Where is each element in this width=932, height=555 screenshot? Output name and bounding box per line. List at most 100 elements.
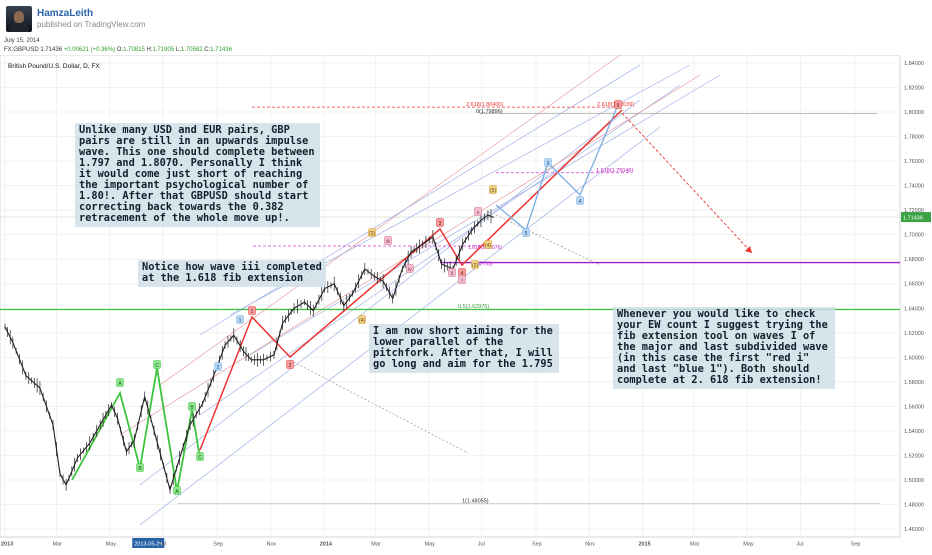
wave-label-box: [436, 218, 444, 227]
wave-label: (4): [359, 318, 365, 324]
fib-label-2618-red: 2.618(1.80400): [466, 102, 503, 108]
close-value: 1.71436: [210, 47, 232, 53]
price-chart[interactable]: 1.84000 1.82000 1.80000 1.78000 1.76000 1.740…: [0, 54, 932, 550]
wave-label-box: [214, 362, 222, 371]
wave-label: 1: [251, 309, 254, 315]
y-tick-label: 1.76000: [904, 159, 924, 165]
wave-label-box: [384, 236, 392, 245]
wave-path-red: [199, 109, 623, 451]
wave-label-box: [116, 378, 124, 387]
y-tick-label: 1.80000: [904, 110, 924, 116]
wave-label: v: [477, 210, 480, 216]
low-value: 1.70582: [180, 47, 203, 53]
last-price: 1.71436: [40, 47, 63, 53]
x-tick-label: May: [425, 542, 436, 548]
wave-label: 2: [289, 363, 292, 369]
wave-label-box: [614, 100, 622, 109]
x-tick-label: Mar: [371, 542, 381, 548]
wave-label: iii: [386, 239, 389, 245]
y-tick-label: 1.72000: [904, 208, 924, 214]
wave-label-box: [196, 452, 204, 461]
wave-label: 2: [217, 365, 220, 371]
wave-label: iv: [408, 267, 412, 273]
pitchfork-line: [199, 84, 681, 416]
annotation-note-wave-iii[interactable]: Notice how wave iii completed at the 1.6…: [138, 260, 326, 287]
annotation-note-short[interactable]: I am now short aiming for the lower para…: [369, 324, 559, 373]
current-price-label: 1.71436: [903, 216, 923, 222]
ohlc-row: FX:GBPUSD 1.71436 +0.00621 (+0.36%) O:1.…: [4, 47, 232, 53]
wave-label-box: [522, 228, 530, 237]
publisher-header: HamzaLeith published on TradingView.com: [0, 0, 932, 36]
wave-label: ii: [451, 271, 453, 277]
avatar[interactable]: [6, 6, 32, 32]
wave-label: (3): [369, 231, 375, 237]
fib-label-1618-magenta: 1.618(1.75046): [596, 168, 633, 174]
wave-label-box: [484, 240, 492, 249]
wave-label-box: [368, 228, 376, 237]
wave-label: A: [118, 381, 122, 387]
wave-label: 5: [617, 103, 620, 109]
wave-label: 1: [239, 318, 242, 324]
wave-label-box: [248, 306, 256, 315]
axis-ticks: 1.84000 1.82000 1.80000 1.78000 1.76000 1.740…: [1, 61, 931, 548]
y-tick-label: 1.84000: [904, 61, 924, 67]
wave-label: C: [155, 363, 159, 369]
x-tick-label: 2015: [638, 542, 650, 548]
open-value: 1.70815: [123, 47, 145, 53]
trend-dotted-line: [495, 214, 601, 266]
y-tick-label: 1.68000: [904, 257, 924, 263]
wave-label: 4: [579, 199, 582, 205]
pitchfork-line: [249, 74, 721, 356]
current-price-box: [901, 212, 931, 223]
username-link[interactable]: HamzaLeith: [37, 8, 94, 19]
y-tick-label: 1.62000: [904, 331, 924, 337]
pitchfork-line: [159, 54, 621, 386]
fib-label-0: 0(1.79896): [476, 109, 503, 115]
symbol-name: FX:GBPUSD: [4, 47, 39, 53]
wave-label-box: [489, 185, 497, 194]
wave-label-box: [173, 486, 181, 495]
wave-label: (2): [472, 263, 478, 269]
price-change: +0.00621 (+0.36%): [63, 47, 116, 53]
y-tick-label: 1.52000: [904, 453, 924, 459]
trend-dotted-line: [289, 359, 469, 454]
wave-label: 3: [547, 161, 550, 167]
wave-label: 4: [461, 271, 464, 277]
wave-label-box: [576, 196, 584, 205]
wave-label-box: [458, 275, 466, 284]
wave-label: B: [138, 466, 142, 472]
wave-label: i: [461, 278, 462, 284]
wave-label: (5): [490, 188, 496, 194]
price-series: [4, 209, 495, 494]
x-tick-label: Nov: [585, 542, 595, 548]
wave-label-box: [358, 315, 366, 324]
y-tick-label: 1.64000: [904, 306, 924, 312]
x-tick-label: Sep: [851, 542, 861, 548]
y-tick-label: 1.54000: [904, 429, 924, 435]
wave-label: (4): [485, 243, 491, 249]
wave-label-box: [448, 268, 456, 277]
publish-date: July 15, 2014: [4, 38, 40, 44]
y-tick-label: 1.48000: [904, 502, 924, 508]
wave-label-box: [474, 207, 482, 216]
wave-label-box: [188, 402, 196, 411]
projection-arrow-line: [621, 112, 753, 254]
chart-title: British Pound/U.S. Dollar, D, FX: [8, 63, 100, 70]
chart-area[interactable]: 1.84000 1.82000 1.80000 1.78000 1.76000 1.740…: [0, 54, 932, 550]
projection-arrow-head: [745, 246, 752, 253]
y-tick-label: 1.56000: [904, 404, 924, 410]
wave-label: A: [175, 489, 179, 495]
y-tick-label: 1.70000: [904, 233, 924, 239]
x-tick-label: Mar: [53, 542, 63, 548]
x-tick-label: 2013: [1, 542, 13, 548]
x-tick-label: 2013-05-29: [134, 542, 162, 548]
pitchfork-line: [199, 64, 641, 336]
y-tick-label: 1.50000: [904, 478, 924, 484]
grid-lines: [0, 55, 900, 537]
annotation-note-impulse[interactable]: Unlike many USD and EUR pairs, GBP pairs…: [75, 123, 320, 227]
annotation-note-fib-check[interactable]: Whenever you would like to check your EW…: [613, 307, 835, 389]
wave-label: C: [198, 455, 202, 461]
y-tick-label: 1.66000: [904, 282, 924, 288]
wave-label-box: [136, 463, 144, 472]
wave-label: 5: [525, 231, 528, 237]
